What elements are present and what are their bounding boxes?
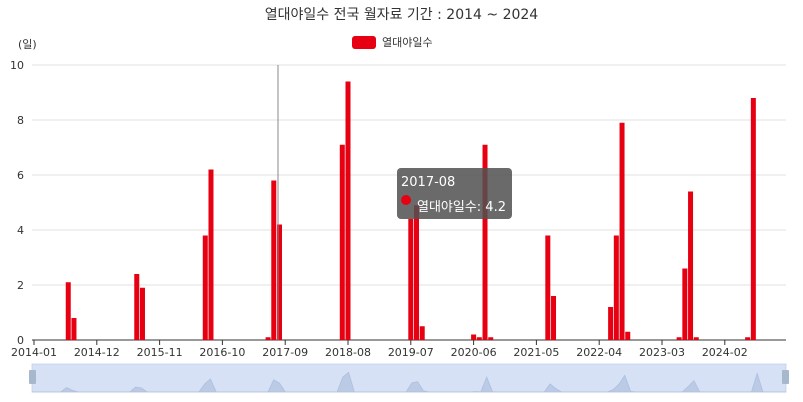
x-tick-label: 2021-05 [513,346,559,359]
legend-swatch[interactable] [352,35,376,49]
bar [750,98,756,340]
bar [488,337,494,340]
bar [688,191,694,340]
y-tick-label: 0 [17,334,24,347]
y-tick-label: 8 [17,114,24,127]
zoom-selected-range[interactable] [32,364,786,392]
bar [682,268,688,340]
x-tick-label: 2022-04 [576,346,622,359]
x-tick-label: 2014-01 [11,346,57,359]
x-tick-label: 2023-03 [639,346,685,359]
bar [339,144,345,340]
bar [471,334,477,340]
x-tick-label: 2015-11 [137,346,183,359]
bar [265,337,271,340]
bar [419,326,425,340]
legend-label[interactable]: 열대야일수 [382,36,433,49]
bar [551,296,557,340]
bar [139,287,145,340]
x-tick-label: 2024-02 [702,346,748,359]
zoom-handle-left[interactable] [29,370,36,384]
bar [202,235,208,340]
zoom-data-shadow [32,371,786,393]
y-axis-label: (일) [18,38,37,51]
bar [134,274,140,340]
bar [71,318,77,340]
x-tick-label: 2019-07 [388,346,434,359]
bar [676,337,682,340]
tooltip-value: 열대야일수: 4.2 [417,200,506,215]
bar [476,337,482,340]
bar [345,81,351,340]
tooltip-series-dot [401,195,411,205]
bar [619,122,625,340]
bar [271,180,277,340]
y-tick-label: 2 [17,279,24,292]
zoom-handle-right[interactable] [782,370,789,384]
data-zoom-slider[interactable] [29,363,789,393]
bar [65,282,71,340]
chart-title: 열대야일수 전국 월자료 기간 : 2014 ~ 2024 [264,7,539,23]
bar [414,205,420,340]
y-axis-ticks: 0 2 4 6 8 10 [10,59,24,347]
bar [482,144,488,340]
bar-series [65,81,756,340]
x-tick-label: 2020-06 [451,346,497,359]
bar [745,337,751,340]
bar [276,224,282,340]
tooltip: 2017-08 열대야일수: 4.2 [397,168,512,219]
bar [625,331,631,340]
y-tick-label: 10 [10,59,24,72]
x-tick-label: 2018-08 [325,346,371,359]
bar [545,235,551,340]
x-tick-label: 2017-09 [262,346,308,359]
legend[interactable]: 열대야일수 [352,34,433,50]
x-axis: 2014-01 2014-12 2015-11 2016-10 2017-09 2018-… [11,340,748,359]
y-tick-label: 6 [17,169,24,182]
bar [408,219,414,340]
bar [208,169,214,340]
bar [693,337,699,340]
tooltip-date: 2017-08 [401,175,456,190]
bar [613,235,619,340]
x-tick-label: 2016-10 [199,346,245,359]
bar [608,307,614,340]
y-tick-label: 4 [17,224,24,237]
x-tick-label: 2014-12 [74,346,120,359]
